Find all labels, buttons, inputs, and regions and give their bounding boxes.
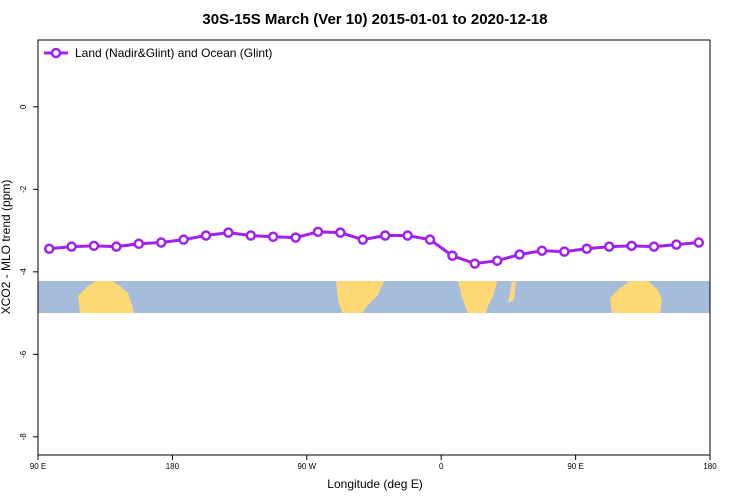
data-point xyxy=(581,243,593,254)
data-point xyxy=(223,227,234,238)
data-point xyxy=(536,245,548,257)
data-point xyxy=(402,230,413,241)
x-axis-label: Longitude (deg E) xyxy=(327,477,422,491)
y-tick-label: -2 xyxy=(19,185,28,193)
map-background xyxy=(38,281,710,313)
data-point xyxy=(133,238,145,250)
x-tick-label: 90 E xyxy=(30,462,46,471)
data-point xyxy=(155,237,167,248)
x-tick-label: 90 W xyxy=(297,462,316,471)
y-axis-label: XCO2 - MLO trend (ppm) xyxy=(0,180,13,315)
data-point xyxy=(559,246,570,257)
data-point xyxy=(424,234,436,245)
data-point xyxy=(379,230,391,241)
data-point xyxy=(693,237,705,248)
data-point xyxy=(312,226,324,238)
y-tick-label: -8 xyxy=(19,433,28,441)
x-tick-label: 90 E xyxy=(567,462,583,471)
data-point xyxy=(267,231,279,243)
data-point xyxy=(603,241,615,252)
data-point xyxy=(43,243,55,254)
data-point xyxy=(290,232,301,243)
data-point xyxy=(469,258,481,269)
data-point xyxy=(88,240,100,252)
y-tick-label: -6 xyxy=(19,350,28,358)
data-point xyxy=(66,241,77,252)
data-point xyxy=(200,230,212,241)
data-point xyxy=(491,255,503,266)
legend-marker xyxy=(50,47,62,59)
data-point xyxy=(111,241,122,252)
data-point xyxy=(671,239,682,250)
x-tick-label: 0 xyxy=(439,462,444,471)
data-point xyxy=(447,250,458,262)
data-point xyxy=(648,241,660,252)
legend-label: Land (Nadir&Glint) and Ocean (Glint) xyxy=(75,46,272,60)
series-line xyxy=(49,230,699,266)
data-point xyxy=(514,249,525,260)
y-tick-label: -4 xyxy=(19,268,28,276)
x-tick-label: 180 xyxy=(166,462,180,471)
plot-frame xyxy=(37,39,711,456)
data-point xyxy=(178,234,189,245)
data-point xyxy=(357,234,369,245)
data-point xyxy=(626,240,637,252)
x-tick-label: 180 xyxy=(703,462,717,471)
data-point xyxy=(245,230,257,241)
chart-title: 30S-15S March (Ver 10) 2015-01-01 to 202… xyxy=(202,11,547,28)
y-tick-label: 0 xyxy=(19,104,28,109)
data-point xyxy=(335,227,346,238)
